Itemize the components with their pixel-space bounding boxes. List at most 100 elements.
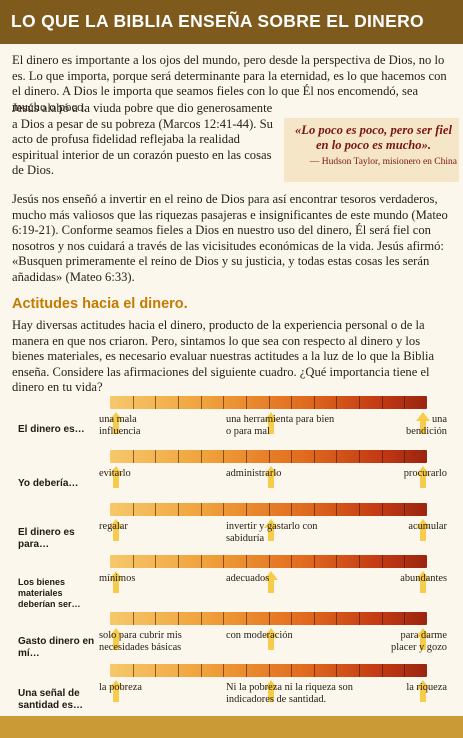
scale-tick xyxy=(155,555,156,568)
scale-tick xyxy=(359,664,360,677)
scale-tick xyxy=(404,503,405,516)
scale-tick xyxy=(404,664,405,677)
attitude-option-right: una bendición xyxy=(406,414,447,438)
attitude-option-left: mínimos xyxy=(99,573,136,584)
attitude-option-middle: una herramienta para bien o para mal xyxy=(226,414,335,438)
attitude-option-middle: adecuados xyxy=(226,573,270,584)
scale-tick xyxy=(223,450,224,463)
scale-tick xyxy=(133,664,134,677)
scale-tick xyxy=(133,612,134,625)
up-arrow-shape xyxy=(109,466,123,488)
page-header: LO QUE LA BIBLIA ENSEÑA SOBRE EL DINERO xyxy=(0,0,463,44)
up-arrow-shape xyxy=(109,571,123,593)
attitude-option-right: para darme placer y gozo xyxy=(391,630,447,654)
scale-tick xyxy=(291,612,292,625)
scale-tick xyxy=(223,664,224,677)
quote-text: «Lo poco es poco, pero ser fiel en lo po… xyxy=(294,123,453,152)
up-arrow-icon xyxy=(264,571,278,593)
attitude-row: El dinero es… una mala influencia una herr… xyxy=(0,396,463,444)
scale-tick xyxy=(336,503,337,516)
gradient-scale-bar xyxy=(110,503,427,516)
attitude-option-middle: invertir y gastarlo con sabiduría xyxy=(226,521,318,545)
up-arrow-shape xyxy=(264,519,278,541)
scale-tick xyxy=(382,396,383,409)
attitude-row-label: El dinero es para… xyxy=(18,527,75,550)
scale-tick xyxy=(314,664,315,677)
scale-tick xyxy=(404,450,405,463)
scale-tick xyxy=(269,555,270,568)
attitude-option-middle: con moderación xyxy=(226,630,293,641)
scale-tick xyxy=(291,555,292,568)
scale-tick xyxy=(404,555,405,568)
scale-tick xyxy=(201,503,202,516)
attitude-row-label: Gasto dinero en mí… xyxy=(18,636,95,659)
scale-tick xyxy=(382,664,383,677)
scale-tick xyxy=(155,503,156,516)
scale-tick xyxy=(269,396,270,409)
intro-paragraph-1-continued: Jesús alabó a la viuda pobre que dio gen… xyxy=(12,101,273,178)
attitude-option-right: abundantes xyxy=(400,573,447,584)
scale-tick xyxy=(269,612,270,625)
attitude-row-label: Una señal de santidad es… xyxy=(18,688,84,711)
scale-tick xyxy=(178,450,179,463)
gradient-scale-bar xyxy=(110,450,427,463)
up-arrow-icon xyxy=(416,571,430,593)
intro-paragraph-1: El dinero es importante a los ojos del m… xyxy=(12,53,447,114)
up-arrow-icon xyxy=(109,628,123,650)
scale-tick xyxy=(314,503,315,516)
up-arrow-shape xyxy=(264,412,278,434)
scale-tick xyxy=(291,664,292,677)
scale-tick xyxy=(359,503,360,516)
scale-tick xyxy=(178,555,179,568)
scale-tick xyxy=(314,612,315,625)
scale-tick xyxy=(201,555,202,568)
attitude-option-right: procurarlo xyxy=(403,468,447,479)
attitude-option-middle: Ni la pobreza ni la riqueza son indicado… xyxy=(226,682,353,706)
attitude-option-right: la riqueza xyxy=(406,682,447,693)
intro-paragraph-2: Jesús nos enseñó a invertir en el reino … xyxy=(12,192,448,284)
scale-tick xyxy=(246,612,247,625)
scale-tick xyxy=(223,396,224,409)
scale-tick xyxy=(359,555,360,568)
pull-quote: «Lo poco es poco, pero ser fiel en lo po… xyxy=(284,118,459,182)
scale-tick xyxy=(336,396,337,409)
attitude-row-label: El dinero es… xyxy=(18,424,85,435)
scale-tick xyxy=(178,612,179,625)
up-arrow-icon xyxy=(264,628,278,650)
scale-tick xyxy=(336,612,337,625)
up-arrow-shape xyxy=(416,628,430,650)
scale-tick xyxy=(178,503,179,516)
scale-tick xyxy=(246,396,247,409)
scale-tick xyxy=(223,503,224,516)
up-arrow-icon xyxy=(416,412,430,434)
attitude-row: Yo debería… evitarlo administrarlo procurar… xyxy=(0,450,463,498)
scale-tick xyxy=(178,396,179,409)
up-arrow-icon xyxy=(109,519,123,541)
attitude-option-left: una mala influencia xyxy=(99,414,141,438)
scale-tick xyxy=(382,503,383,516)
scale-tick xyxy=(201,612,202,625)
scale-tick xyxy=(269,450,270,463)
scale-tick xyxy=(155,612,156,625)
scale-tick xyxy=(291,450,292,463)
up-arrow-icon xyxy=(109,571,123,593)
up-arrow-icon xyxy=(416,680,430,702)
up-arrow-icon xyxy=(109,680,123,702)
attitude-option-left: la pobreza xyxy=(99,682,142,693)
scale-tick xyxy=(404,396,405,409)
up-arrow-icon xyxy=(264,519,278,541)
scale-tick xyxy=(155,450,156,463)
scale-tick xyxy=(223,555,224,568)
scale-tick xyxy=(336,555,337,568)
gradient-scale-bar xyxy=(110,396,427,409)
scale-tick xyxy=(269,503,270,516)
scale-tick xyxy=(314,450,315,463)
scale-tick xyxy=(314,555,315,568)
attitude-option-left: regalar xyxy=(99,521,128,532)
scale-tick xyxy=(269,664,270,677)
attitude-row: El dinero es para… regalar invertir y gast… xyxy=(0,503,463,551)
up-arrow-shape xyxy=(264,571,278,593)
up-arrow-shape xyxy=(416,571,430,593)
attitudes-intro: Hay diversas actitudes hacia el dinero, … xyxy=(12,318,435,395)
quote-attribution: — Hudson Taylor, misionero en China xyxy=(309,157,457,167)
